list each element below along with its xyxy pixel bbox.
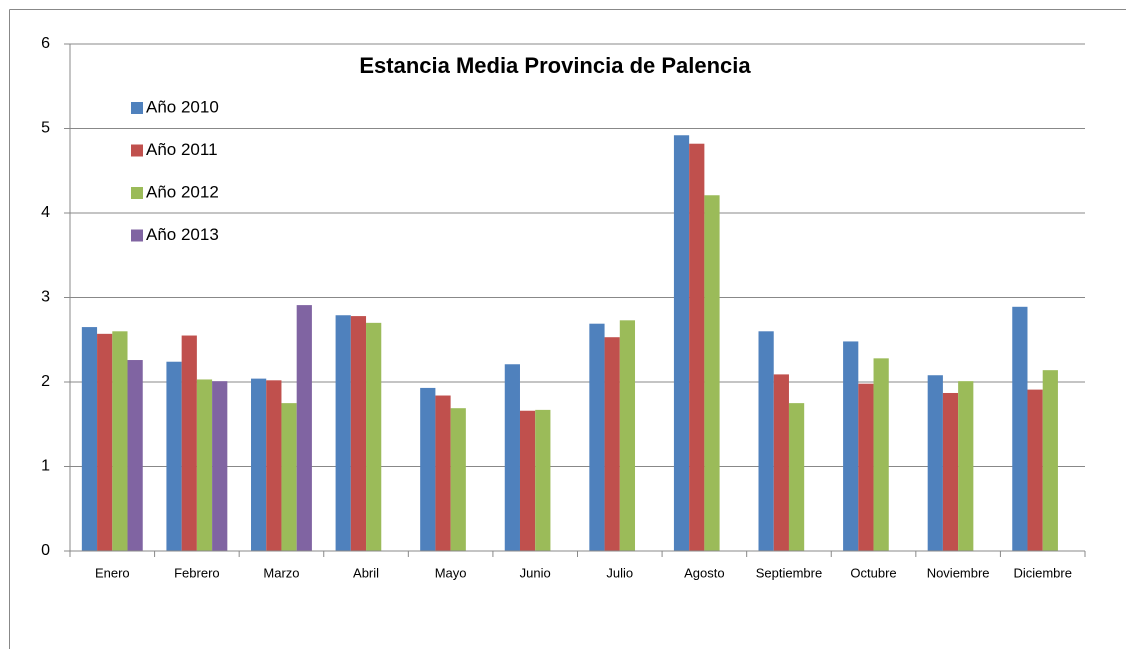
y-tick-label: 6 [41, 35, 50, 52]
x-tick-label: Agosto [684, 565, 724, 580]
y-tick-label: 2 [41, 373, 50, 390]
bar [420, 387, 436, 551]
x-tick-label: Julio [606, 565, 633, 580]
bar [843, 341, 859, 551]
x-tick-label: Enero [95, 565, 130, 580]
bar [535, 409, 551, 551]
bar [112, 331, 128, 551]
bar [266, 380, 282, 551]
bar [689, 143, 705, 551]
x-tick-label: Febrero [174, 565, 220, 580]
bar [166, 361, 182, 551]
bar [335, 315, 351, 551]
bar [619, 320, 636, 551]
bar [366, 322, 382, 551]
x-tick-label: Noviembre [927, 565, 990, 580]
y-tick-label: 5 [41, 120, 50, 137]
legend-label: Año 2012 [146, 182, 219, 201]
bar [673, 135, 690, 551]
bar [788, 403, 805, 551]
legend-label: Año 2013 [146, 225, 219, 244]
bar [758, 331, 774, 551]
x-tick-label: Junio [520, 565, 551, 580]
bar [450, 408, 466, 551]
x-tick-label: Octubre [850, 565, 896, 580]
bar [212, 381, 228, 551]
bar [519, 410, 536, 551]
x-tick-label: Marzo [263, 565, 299, 580]
bar [942, 392, 959, 551]
bar [296, 305, 312, 551]
bar [773, 374, 789, 551]
y-tick-label: 0 [41, 542, 50, 559]
bar [873, 358, 889, 551]
bar [589, 323, 605, 551]
legend-label: Año 2011 [146, 140, 218, 159]
x-tick-label: Mayo [435, 565, 467, 580]
legend-swatch [131, 102, 143, 114]
legend-swatch [131, 229, 143, 242]
bar [927, 375, 943, 551]
legend-swatch [131, 187, 143, 199]
chart-title: Estancia Media Provincia de Palencia [359, 53, 751, 78]
bar [858, 383, 874, 551]
y-tick-label: 4 [41, 204, 50, 221]
bar [251, 378, 267, 551]
bar [1027, 389, 1043, 551]
bar [97, 333, 113, 551]
bar [1012, 306, 1028, 551]
legend-swatch [131, 144, 143, 157]
y-tick-label: 1 [41, 458, 50, 475]
bar [504, 364, 520, 551]
bar [435, 395, 451, 551]
legend-label: Año 2010 [146, 97, 219, 116]
x-tick-label: Diciembre [1013, 565, 1072, 580]
x-tick-label: Septiembre [756, 565, 822, 580]
bar [958, 381, 974, 551]
bar [196, 379, 213, 551]
bar [604, 337, 620, 551]
x-tick-label: Abril [353, 565, 379, 580]
y-tick-label: 3 [41, 289, 50, 306]
bar [1042, 370, 1058, 551]
bar [127, 360, 143, 551]
bar [181, 335, 197, 551]
bar [81, 327, 98, 551]
bar [350, 316, 367, 551]
bar [281, 403, 297, 551]
bar [704, 195, 720, 551]
